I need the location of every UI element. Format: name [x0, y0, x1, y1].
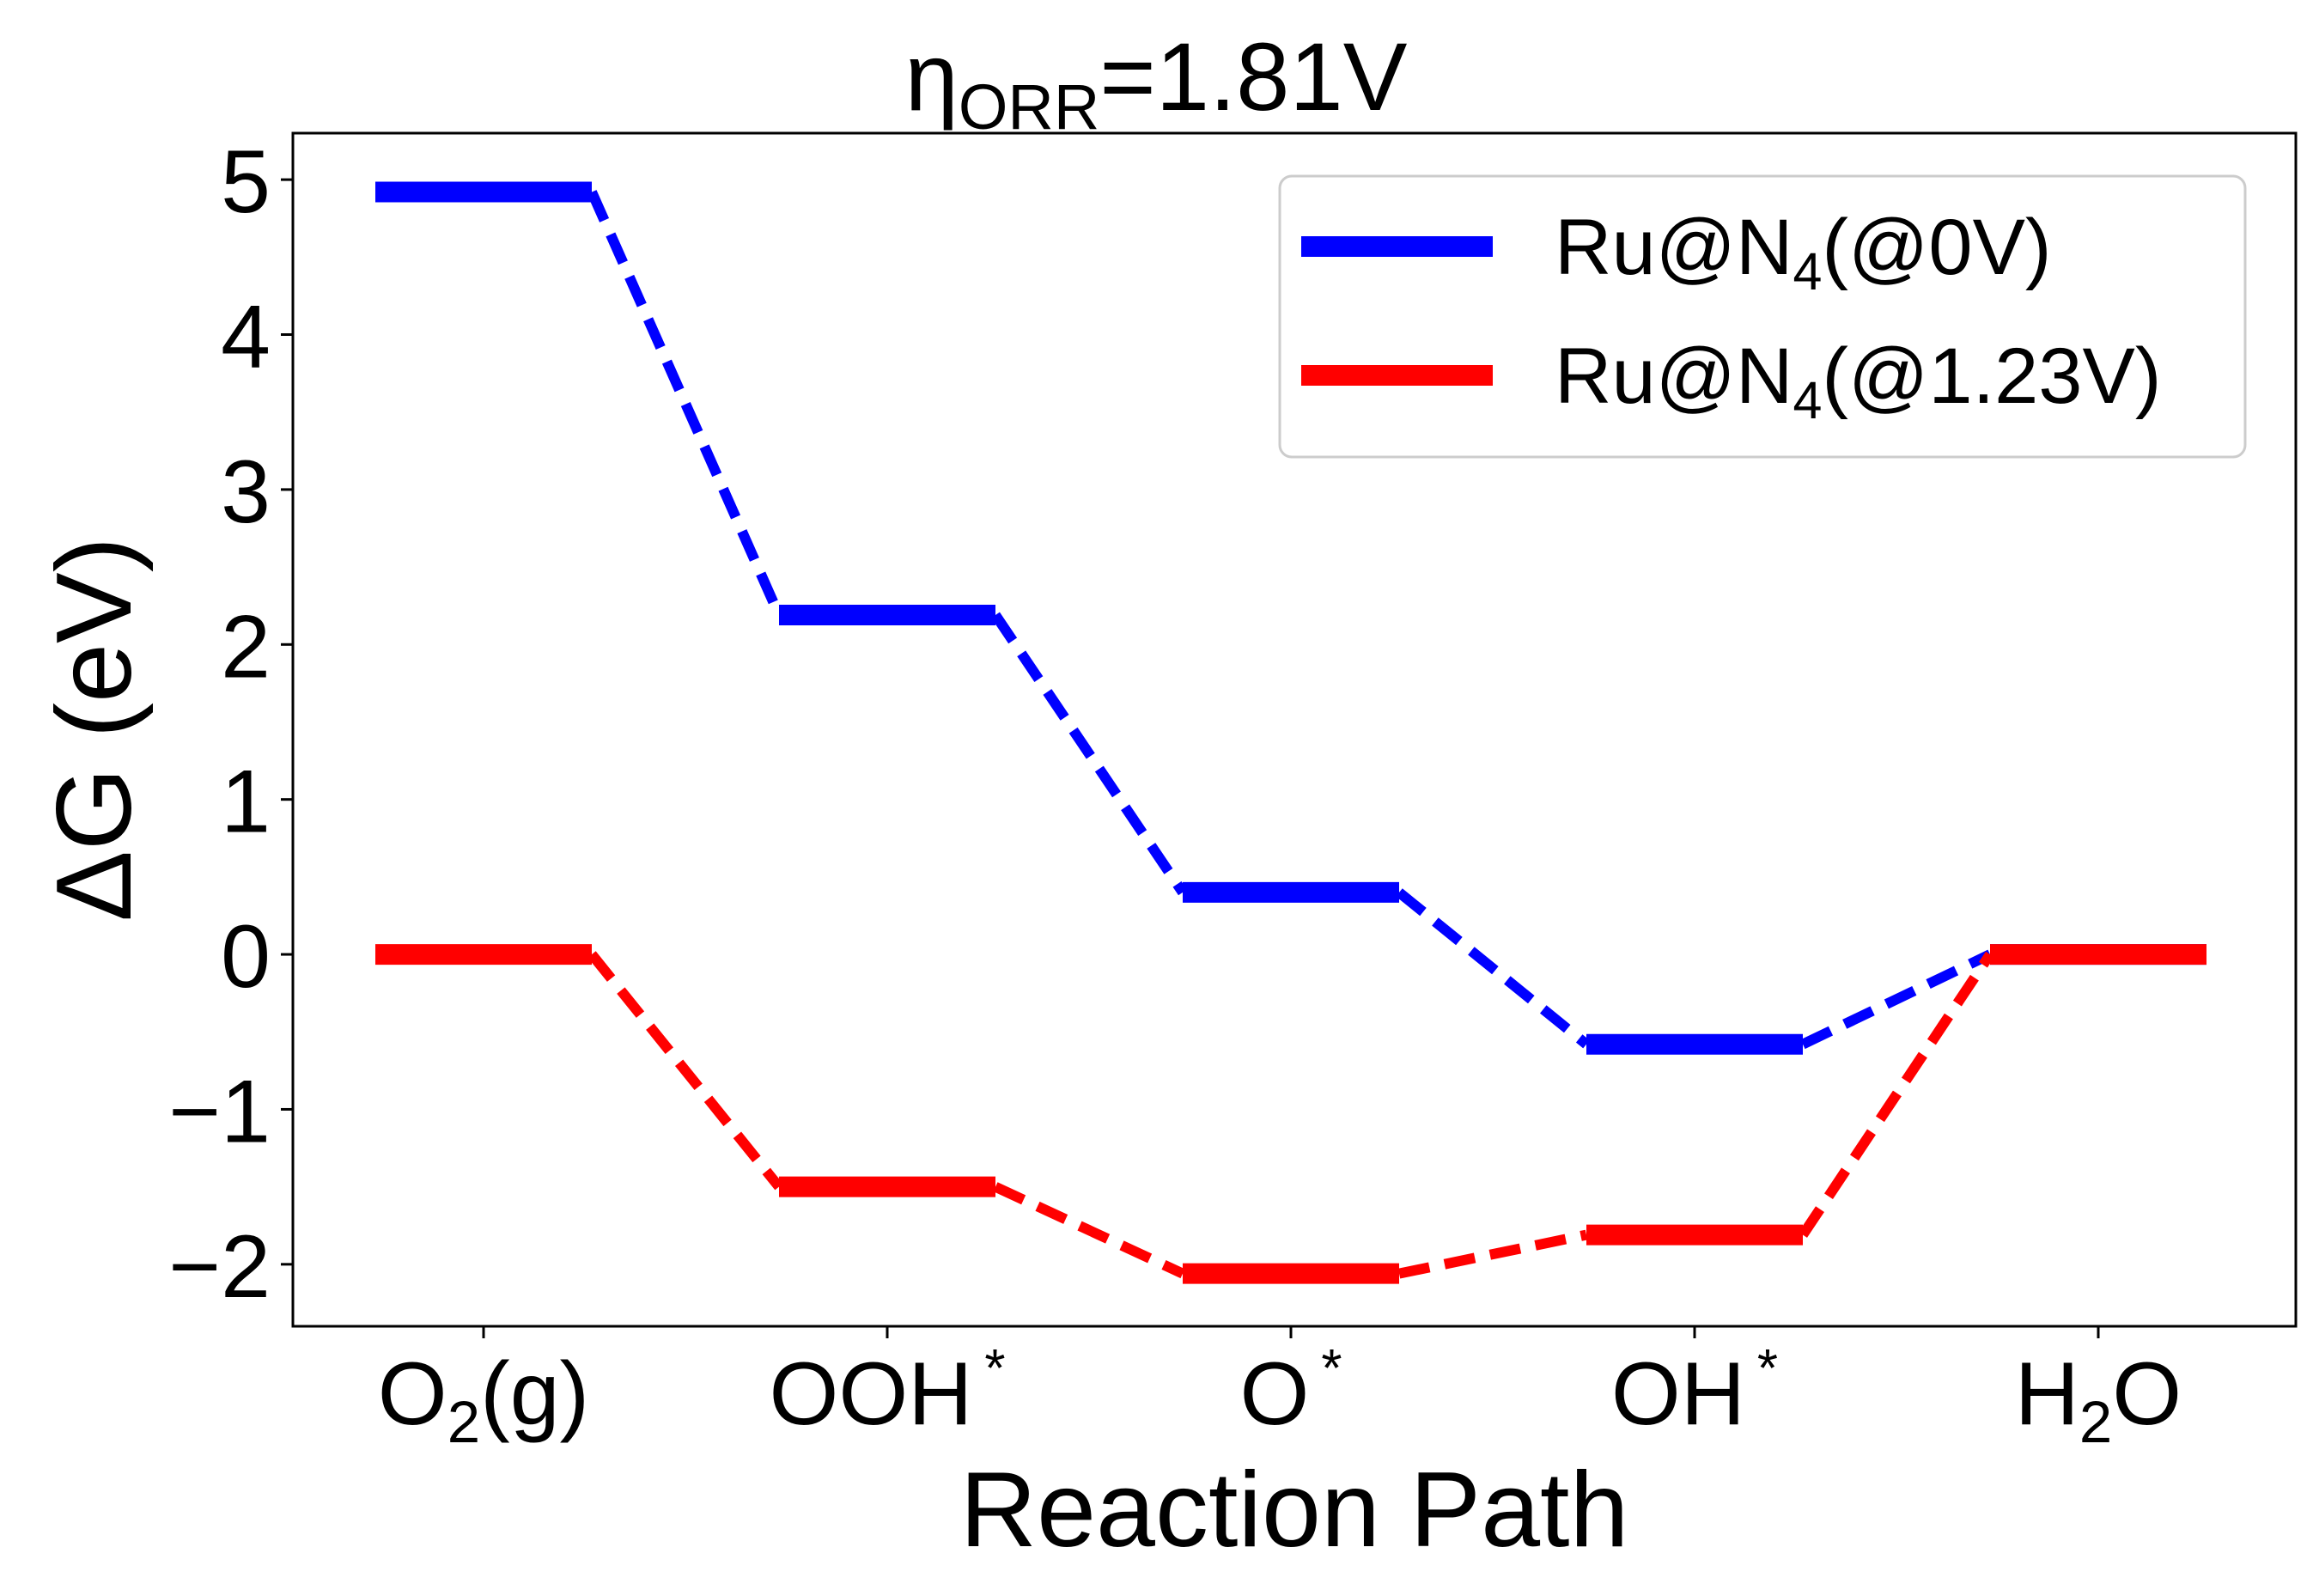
legend: Ru@N4(@0V)Ru@N4(@1.23V): [1278, 174, 2247, 459]
legend-label-0-sub: 4: [1793, 242, 1822, 301]
y-tick-label-2: 3: [221, 442, 271, 542]
legend-label-1: Ru@N4(@1.23V): [1555, 332, 2161, 429]
x-tick-label-4-rest: O: [2112, 1344, 2182, 1444]
x-tick-label-3: OH *: [1611, 1339, 1778, 1444]
series-layer: [375, 181, 2206, 1284]
y-tick-label-6: −1: [168, 1062, 271, 1161]
legend-box: [1278, 174, 2247, 459]
y-axis: 5 4 3 2 1 0 −1 −2: [168, 132, 293, 1317]
x-tick-label-1-main: OOH: [769, 1344, 972, 1444]
x-tick-label-0-main: O: [378, 1344, 447, 1444]
chart-title-main: η: [905, 23, 959, 131]
x-axis-label: Reaction Path: [960, 1451, 1629, 1569]
x-tick-label-0-rest: (g): [480, 1344, 589, 1444]
y-axis-label: ΔG (eV): [35, 537, 154, 922]
x-tick-label-4: H2O: [2015, 1344, 2182, 1455]
series-1-connector-0: [587, 951, 783, 1191]
x-tick-label-4-main: H: [2015, 1344, 2079, 1444]
series-0-connector-1: [991, 612, 1187, 896]
series-1-connector-1: [993, 1182, 1185, 1279]
x-tick-label-0: O2(g): [378, 1344, 589, 1455]
legend-label-0-rest: (@0V): [1822, 204, 2051, 291]
y-tick-label-5: 0: [221, 907, 271, 1007]
x-axis: O2(g) OOH * O * OH * H2O: [378, 1326, 2182, 1455]
svg-text:ηORR=1.81V: ηORR=1.81V: [905, 23, 1408, 143]
series-1-connector-2: [1397, 1229, 1588, 1279]
legend-label-0: Ru@N4(@0V): [1555, 204, 2052, 301]
chart-title-rest: =1.81V: [1099, 23, 1407, 131]
x-tick-label-1: OOH *: [769, 1339, 1005, 1444]
series-0-connector-0: [587, 190, 784, 618]
chart-title: ηORR=1.81V: [905, 23, 1408, 143]
y-tick-label-3: 2: [221, 597, 271, 697]
y-tick-label-1: 4: [221, 288, 271, 387]
x-tick-label-4-sub: 2: [2079, 1389, 2112, 1455]
x-tick-label-2-sup: *: [1321, 1339, 1342, 1398]
x-tick-label-2-main: O: [1239, 1344, 1309, 1444]
series-1-connector-3: [1799, 951, 1994, 1238]
y-tick-label-4: 1: [221, 752, 271, 852]
series-1: [375, 944, 2206, 1284]
series-0-connector-2: [1396, 888, 1590, 1049]
plot-frame: [291, 131, 2298, 1328]
y-tick-label-7: −2: [168, 1217, 271, 1317]
legend-label-1-rest: (@1.23V): [1822, 332, 2161, 420]
series-0-connector-3: [1800, 949, 1993, 1050]
legend-label-1-sub: 4: [1793, 371, 1822, 429]
legend-label-0-main: Ru@N: [1555, 204, 1793, 291]
y-tick-label-0: 5: [221, 132, 271, 232]
chart-title-sub: ORR: [959, 71, 1099, 143]
x-tick-label-3-sup: *: [1757, 1339, 1778, 1398]
x-tick-label-1-sup: *: [984, 1339, 1005, 1398]
x-tick-label-0-sub: 2: [447, 1389, 480, 1455]
x-tick-label-2: O *: [1239, 1339, 1342, 1444]
legend-label-1-main: Ru@N: [1555, 332, 1793, 420]
x-tick-label-3-main: OH: [1611, 1344, 1745, 1444]
